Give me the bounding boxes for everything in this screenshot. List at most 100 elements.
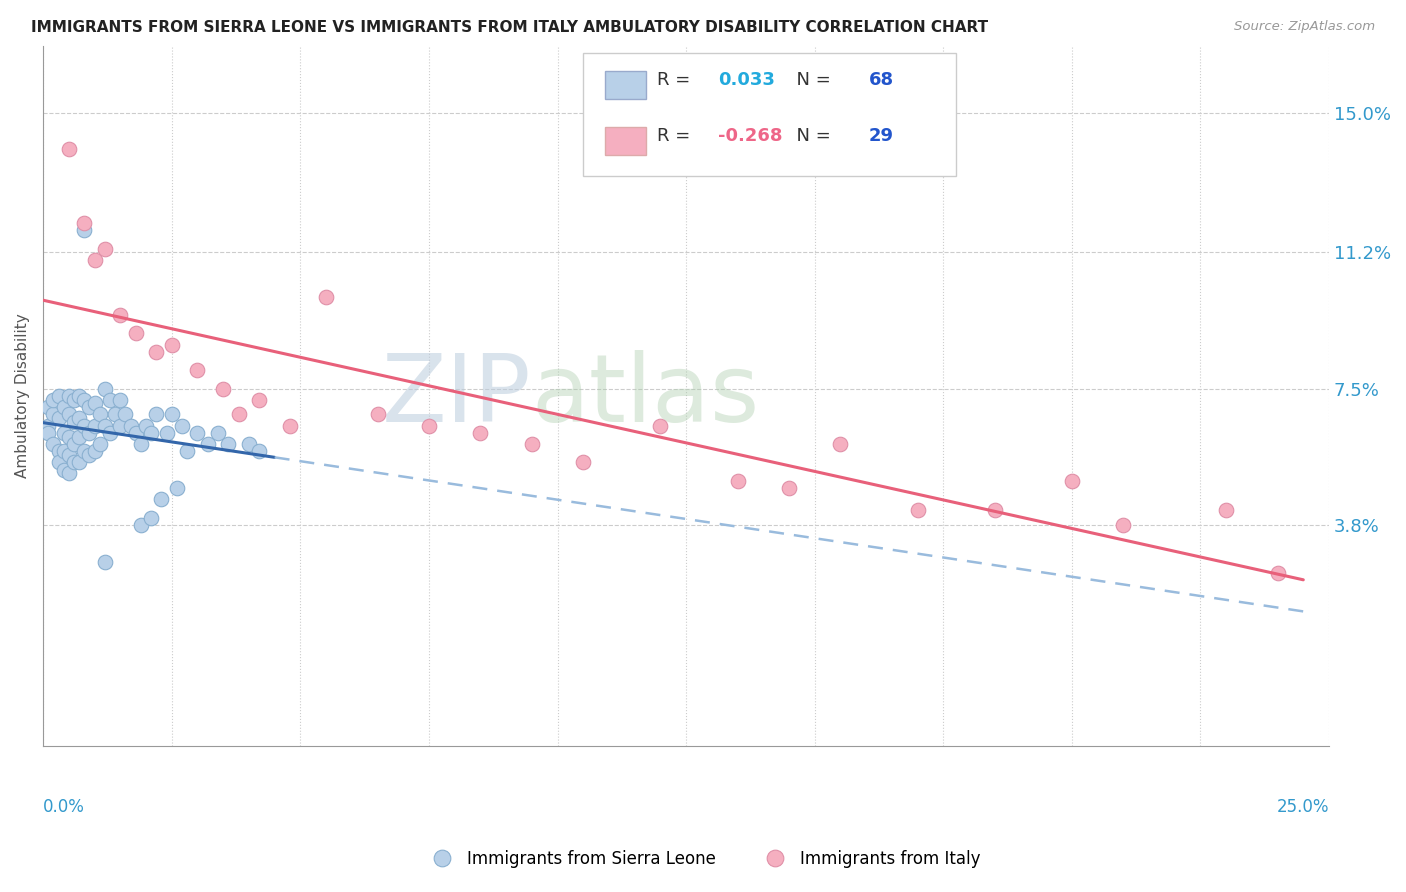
Point xyxy=(145,344,167,359)
Point xyxy=(42,437,65,451)
Point xyxy=(650,418,672,433)
Point xyxy=(1060,474,1083,488)
Point xyxy=(58,142,80,156)
Point xyxy=(141,510,163,524)
Point xyxy=(125,326,148,341)
Point xyxy=(58,429,80,443)
Point xyxy=(114,408,136,422)
Point xyxy=(67,429,90,443)
Point xyxy=(52,463,75,477)
Point xyxy=(176,444,198,458)
Point xyxy=(247,392,270,407)
Point xyxy=(135,418,157,433)
Point xyxy=(63,415,86,429)
Point xyxy=(129,437,152,451)
Point xyxy=(73,223,96,237)
Point xyxy=(48,455,70,469)
Point xyxy=(830,437,852,451)
Text: R =: R = xyxy=(657,127,696,145)
FancyBboxPatch shape xyxy=(605,70,647,99)
Point xyxy=(150,492,173,507)
Point xyxy=(83,418,105,433)
Point xyxy=(727,474,749,488)
Point xyxy=(42,408,65,422)
Point xyxy=(166,481,188,495)
Point xyxy=(42,392,65,407)
Point xyxy=(129,518,152,533)
Point xyxy=(98,425,121,440)
Point xyxy=(73,444,96,458)
Point xyxy=(67,389,90,403)
Y-axis label: Ambulatory Disability: Ambulatory Disability xyxy=(15,314,30,478)
Point xyxy=(156,425,179,440)
Legend: Immigrants from Sierra Leone, Immigrants from Italy: Immigrants from Sierra Leone, Immigrants… xyxy=(419,844,987,875)
Point xyxy=(907,503,929,517)
FancyBboxPatch shape xyxy=(583,54,956,176)
Point xyxy=(170,418,193,433)
Point xyxy=(58,389,80,403)
Point xyxy=(217,437,239,451)
Point xyxy=(1267,566,1289,580)
Text: 68: 68 xyxy=(869,70,894,89)
Point xyxy=(145,408,167,422)
Text: 25.0%: 25.0% xyxy=(1277,797,1329,815)
Point xyxy=(52,444,75,458)
Point xyxy=(83,252,105,267)
Point xyxy=(141,425,163,440)
Point xyxy=(73,392,96,407)
Point xyxy=(67,411,90,425)
Point xyxy=(52,425,75,440)
Point xyxy=(63,455,86,469)
Point xyxy=(110,418,132,433)
Point xyxy=(160,408,183,422)
Point xyxy=(94,242,117,256)
Point xyxy=(58,467,80,481)
Point xyxy=(37,400,59,414)
Point xyxy=(89,408,111,422)
Point xyxy=(83,396,105,410)
Text: N =: N = xyxy=(785,70,837,89)
Text: ZIP: ZIP xyxy=(382,350,531,442)
Point xyxy=(48,411,70,425)
Point xyxy=(186,363,208,377)
FancyBboxPatch shape xyxy=(605,127,647,154)
Point xyxy=(94,555,117,569)
Point xyxy=(572,455,595,469)
Point xyxy=(1215,503,1237,517)
Point xyxy=(186,425,208,440)
Point xyxy=(89,437,111,451)
Point xyxy=(110,392,132,407)
Point xyxy=(470,425,492,440)
Point xyxy=(278,418,301,433)
Text: N =: N = xyxy=(785,127,837,145)
Point xyxy=(120,418,142,433)
Point xyxy=(160,337,183,351)
Point xyxy=(125,425,148,440)
Point xyxy=(58,408,80,422)
Text: R =: R = xyxy=(657,70,696,89)
Point xyxy=(228,408,250,422)
Point xyxy=(37,418,59,433)
Point xyxy=(1112,518,1135,533)
Point xyxy=(983,503,1005,517)
Text: -0.268: -0.268 xyxy=(718,127,783,145)
Text: 0.0%: 0.0% xyxy=(44,797,86,815)
Text: 0.033: 0.033 xyxy=(718,70,775,89)
Point xyxy=(48,389,70,403)
Point xyxy=(418,418,440,433)
Text: Source: ZipAtlas.com: Source: ZipAtlas.com xyxy=(1234,20,1375,33)
Point xyxy=(37,425,59,440)
Point xyxy=(366,408,388,422)
Point xyxy=(207,425,229,440)
Point xyxy=(94,418,117,433)
Point xyxy=(520,437,543,451)
Point xyxy=(48,444,70,458)
Text: 29: 29 xyxy=(869,127,894,145)
Point xyxy=(79,425,101,440)
Point xyxy=(778,481,800,495)
Point xyxy=(212,382,235,396)
Point xyxy=(247,444,270,458)
Point xyxy=(94,382,117,396)
Point xyxy=(67,455,90,469)
Point xyxy=(79,400,101,414)
